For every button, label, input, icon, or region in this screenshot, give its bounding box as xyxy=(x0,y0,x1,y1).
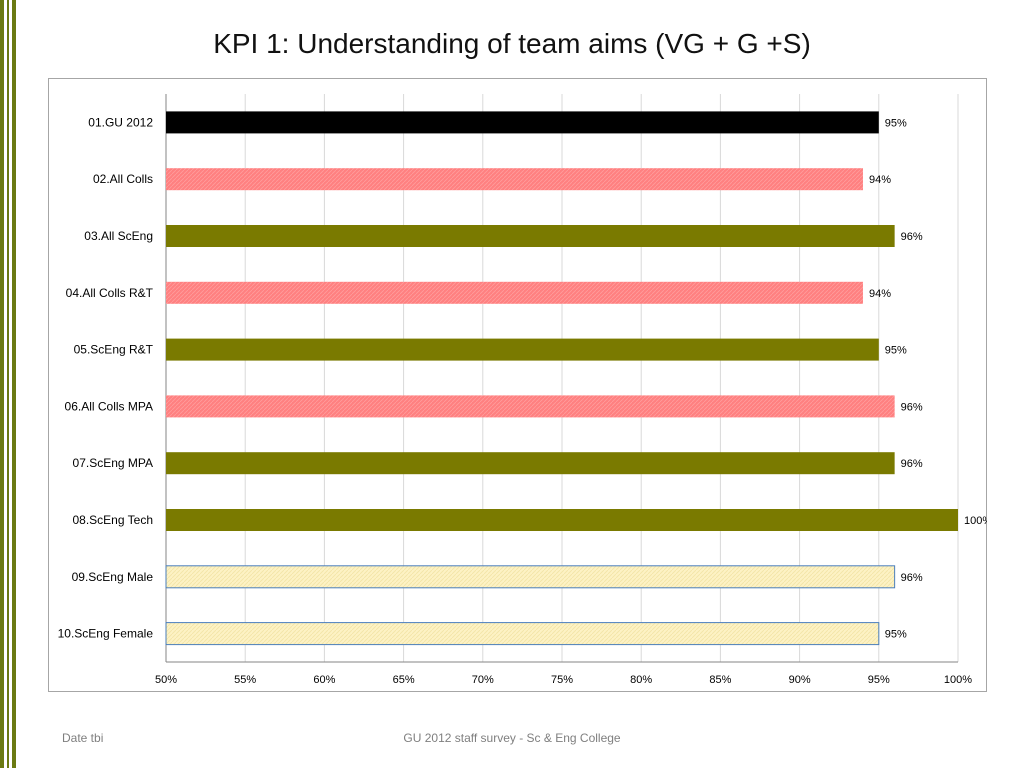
x-tick-label: 95% xyxy=(868,674,890,686)
bar xyxy=(166,225,895,247)
category-label: 04.All Colls R&T xyxy=(66,286,154,300)
left-accent-stripe xyxy=(0,0,4,768)
x-tick-label: 90% xyxy=(789,674,811,686)
data-label: 94% xyxy=(869,174,891,186)
left-accent-stripe xyxy=(12,0,16,768)
category-label: 07.ScEng MPA xyxy=(73,456,153,470)
x-tick-label: 70% xyxy=(472,674,494,686)
x-tick-label: 65% xyxy=(393,674,415,686)
category-label: 09.ScEng Male xyxy=(72,570,154,584)
x-tick-label: 80% xyxy=(630,674,652,686)
footer-date: Date tbi xyxy=(62,731,104,745)
data-label: 100% xyxy=(964,515,987,527)
data-label: 95% xyxy=(885,117,907,129)
data-label: 96% xyxy=(901,572,923,584)
category-label: 05.ScEng R&T xyxy=(74,343,154,357)
bar xyxy=(166,509,958,531)
data-label: 95% xyxy=(885,629,907,641)
x-tick-label: 100% xyxy=(944,674,972,686)
bar-chart: 50% 55% 60% 65% 70% 75% 80% 85% 90% 95% 100% 01.GU … xyxy=(58,94,987,686)
bar xyxy=(166,111,879,134)
left-accent-stripe xyxy=(7,0,9,768)
bar xyxy=(166,452,895,475)
footer-source: GU 2012 staff survey - Sc & Eng College xyxy=(403,731,621,745)
bar xyxy=(166,168,863,191)
bar xyxy=(165,565,896,589)
data-label: 94% xyxy=(869,288,891,300)
data-label: 96% xyxy=(901,458,923,470)
bar xyxy=(165,622,880,646)
data-label: 96% xyxy=(901,231,923,243)
x-tick-label: 75% xyxy=(551,674,573,686)
category-label: 08.ScEng Tech xyxy=(72,513,153,527)
slide-title: KPI 1: Understanding of team aims (VG + … xyxy=(213,28,811,59)
x-tick-label: 55% xyxy=(234,674,256,686)
bar xyxy=(166,281,863,304)
data-label: 95% xyxy=(885,345,907,357)
bar xyxy=(166,338,879,361)
data-label: 96% xyxy=(901,401,923,413)
category-label: 10.ScEng Female xyxy=(58,627,154,641)
category-label: 01.GU 2012 xyxy=(88,115,153,129)
bar xyxy=(166,395,895,418)
category-label: 02.All Colls xyxy=(93,172,153,186)
x-tick-label: 50% xyxy=(155,674,177,686)
x-tick-label: 85% xyxy=(709,674,731,686)
x-tick-label: 60% xyxy=(313,674,335,686)
category-label: 06.All Colls MPA xyxy=(65,399,153,413)
category-label: 03.All ScEng xyxy=(84,229,153,243)
